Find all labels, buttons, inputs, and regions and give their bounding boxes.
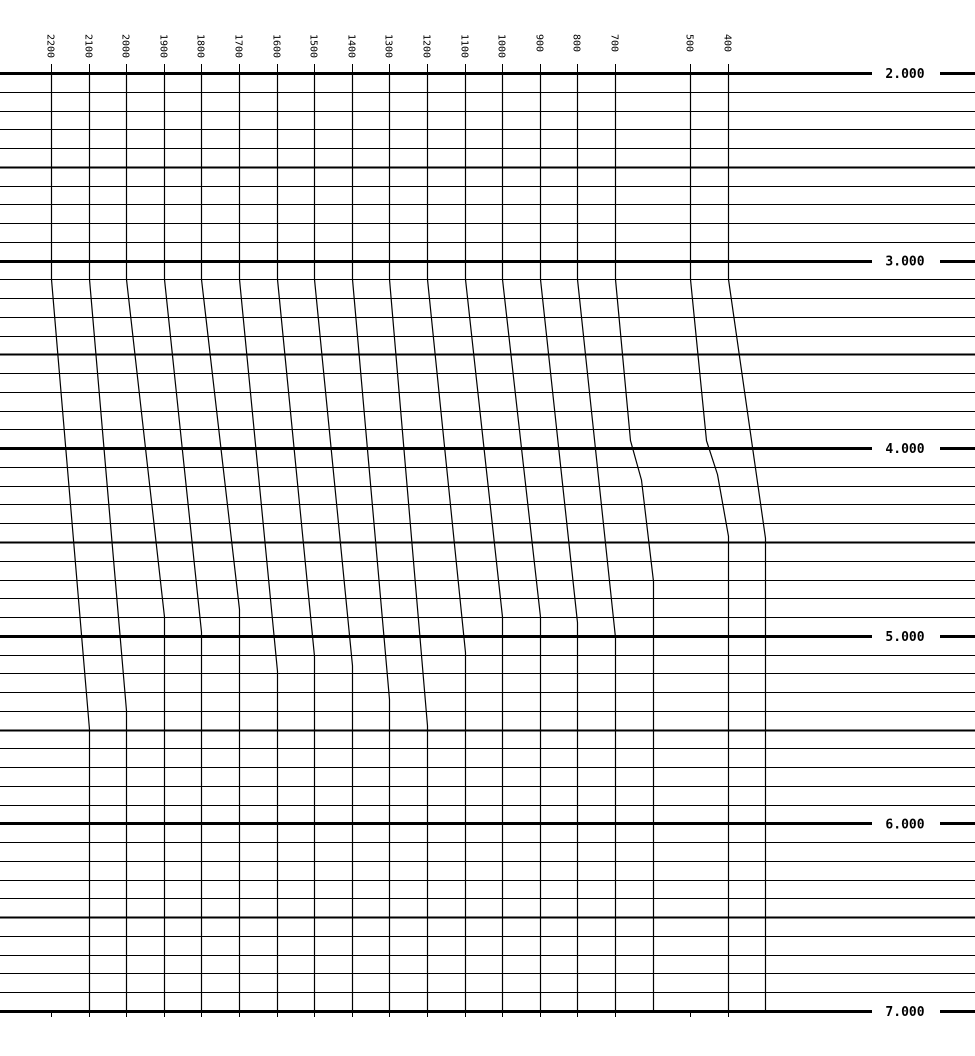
series-line-1300 bbox=[388, 73, 429, 1011]
series-label-1800: 1800 bbox=[195, 34, 206, 58]
y-tick-label: 7.000 bbox=[885, 1005, 924, 1020]
series-label-1200: 1200 bbox=[421, 34, 432, 58]
series-label-1000: 1000 bbox=[496, 34, 507, 58]
y-tick-label: 5.000 bbox=[885, 630, 924, 645]
series-line-400 bbox=[727, 73, 767, 1011]
series-label-700: 700 bbox=[609, 34, 620, 52]
series-label-400: 400 bbox=[722, 34, 733, 52]
series-line-1800 bbox=[200, 73, 241, 1011]
y-tick-label: 3.000 bbox=[885, 255, 924, 270]
series-line-1700 bbox=[238, 73, 279, 1011]
series-label-1600: 1600 bbox=[271, 34, 282, 58]
series-label-1900: 1900 bbox=[158, 34, 169, 58]
series-label-1400: 1400 bbox=[346, 34, 357, 58]
y-tick-label: 4.000 bbox=[885, 442, 924, 457]
series-line-1900 bbox=[163, 73, 203, 1011]
y-tick-label: 2.000 bbox=[885, 67, 924, 82]
series-label-2000: 2000 bbox=[120, 34, 131, 58]
series-line-2100 bbox=[88, 73, 128, 1011]
y-tick-label: 6.000 bbox=[885, 817, 924, 832]
series-line-800 bbox=[576, 73, 617, 1011]
series-line-500 bbox=[689, 73, 730, 1011]
series-line-1200 bbox=[426, 73, 467, 1011]
series-label-1500: 1500 bbox=[308, 34, 319, 58]
series-line-2200 bbox=[50, 73, 91, 1011]
series-label-800: 800 bbox=[571, 34, 582, 52]
series-label-2200: 2200 bbox=[45, 34, 56, 58]
series-line-1100 bbox=[464, 73, 504, 1011]
series-line-1400 bbox=[351, 73, 391, 1011]
series-line-1500 bbox=[313, 73, 354, 1011]
series-line-1000 bbox=[501, 73, 542, 1011]
series-line-900 bbox=[539, 73, 579, 1011]
series-line-1600 bbox=[276, 73, 316, 1011]
series-line-2000 bbox=[125, 73, 166, 1011]
series-label-900: 900 bbox=[534, 34, 545, 52]
series-label-1100: 1100 bbox=[459, 34, 470, 58]
series-label-500: 500 bbox=[684, 34, 695, 52]
series-label-2100: 2100 bbox=[83, 34, 94, 58]
series-line-700 bbox=[614, 73, 655, 1011]
series-label-1700: 1700 bbox=[233, 34, 244, 58]
series-label-1300: 1300 bbox=[383, 34, 394, 58]
